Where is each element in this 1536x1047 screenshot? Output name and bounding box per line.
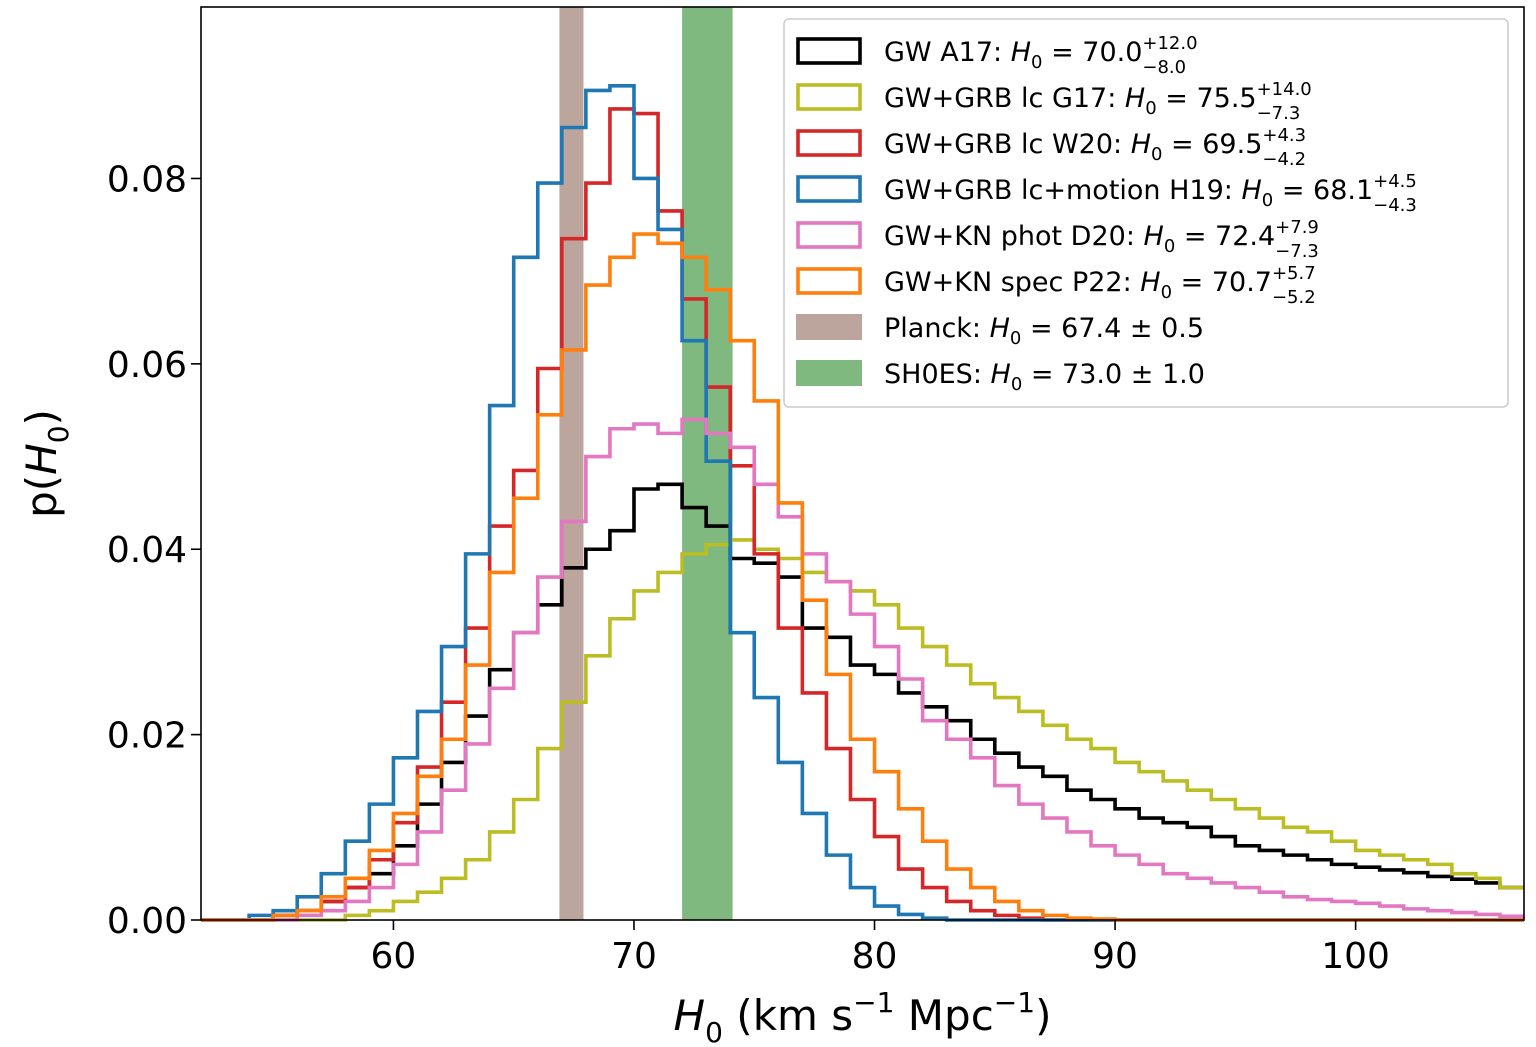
y-axis-label-post: ) bbox=[17, 409, 66, 425]
legend-swatch bbox=[796, 267, 862, 295]
legend-label: GW+GRB lc G17: H0 = 75.5+14.0 −7.3 bbox=[884, 79, 1312, 124]
legend-swatch bbox=[796, 129, 862, 157]
legend: GW A17: H0 = 70.0+12.0 −8.0GW+GRB lc G17:… bbox=[783, 18, 1509, 408]
y-axis-label-pre: p( bbox=[17, 475, 66, 518]
x-tick-label: 90 bbox=[1092, 936, 1138, 977]
x-tick-label: 100 bbox=[1321, 936, 1390, 977]
x-axis-label-subscript: 0 bbox=[705, 1016, 723, 1047]
legend-swatch bbox=[796, 360, 862, 386]
legend-swatch bbox=[796, 221, 862, 249]
legend-swatch bbox=[796, 83, 862, 111]
x-tick-label: 60 bbox=[371, 936, 417, 977]
legend-label: GW+GRB lc W20: H0 = 69.5+4.3 −4.2 bbox=[884, 125, 1306, 170]
x-axis-label-unit-pre: (km s bbox=[723, 991, 853, 1040]
x-axis-label: H0 (km s−1 Mpc−1) bbox=[674, 986, 1052, 1047]
y-axis-label: p(H0) bbox=[17, 409, 75, 518]
legend-swatch bbox=[796, 37, 862, 65]
x-tick-label: 80 bbox=[852, 936, 898, 977]
y-tick-label: 0.04 bbox=[107, 530, 187, 571]
x-axis-label-unit-post: ) bbox=[1035, 991, 1051, 1040]
legend-items: GW A17: H0 = 70.0+12.0 −8.0GW+GRB lc G17:… bbox=[796, 33, 1417, 395]
y-tick-label: 0.08 bbox=[107, 159, 187, 200]
legend-label: GW+KN phot D20: H0 = 72.4+7.9 −7.3 bbox=[884, 217, 1319, 262]
y-axis-label-symbol: H bbox=[17, 443, 66, 475]
x-axis-label-exp1: −1 bbox=[853, 986, 894, 1019]
y-tick-label: 0.06 bbox=[107, 345, 187, 386]
legend-label: Planck: H0 = 67.4 ± 0.5 bbox=[884, 313, 1204, 349]
legend-swatch bbox=[796, 175, 862, 203]
x-axis-label-unit-mid: Mpc bbox=[894, 991, 993, 1040]
series-line-1 bbox=[201, 538, 1524, 922]
y-tick-label: 0.02 bbox=[107, 716, 187, 757]
y-axis-label-subscript: 0 bbox=[42, 425, 75, 443]
legend-box bbox=[783, 18, 1509, 408]
series-line-0 bbox=[201, 482, 1524, 922]
x-axis-label-symbol: H bbox=[674, 991, 706, 1040]
x-axis-label-exp2: −1 bbox=[994, 986, 1035, 1019]
band-sh0es bbox=[682, 7, 733, 920]
plot-frame bbox=[200, 6, 1525, 921]
legend-label: GW+GRB lc+motion H19: H0 = 68.1+4.5 −4.3 bbox=[884, 171, 1417, 216]
legend-label: GW A17: H0 = 70.0+12.0 −8.0 bbox=[884, 33, 1198, 78]
legend-label: SH0ES: H0 = 73.0 ± 1.0 bbox=[884, 359, 1205, 395]
legend-label: GW+KN spec P22: H0 = 70.7+5.7 −5.2 bbox=[884, 263, 1316, 308]
bands-layer bbox=[559, 7, 733, 920]
series-line-4 bbox=[201, 417, 1524, 922]
ticks-layer: 60 70 80 90 100 0.00 0.02 0.04 0.06 0.08 bbox=[107, 159, 1390, 977]
y-tick-label: 0.00 bbox=[107, 901, 187, 942]
x-tick-label: 70 bbox=[611, 936, 657, 977]
legend-swatch bbox=[796, 314, 862, 340]
